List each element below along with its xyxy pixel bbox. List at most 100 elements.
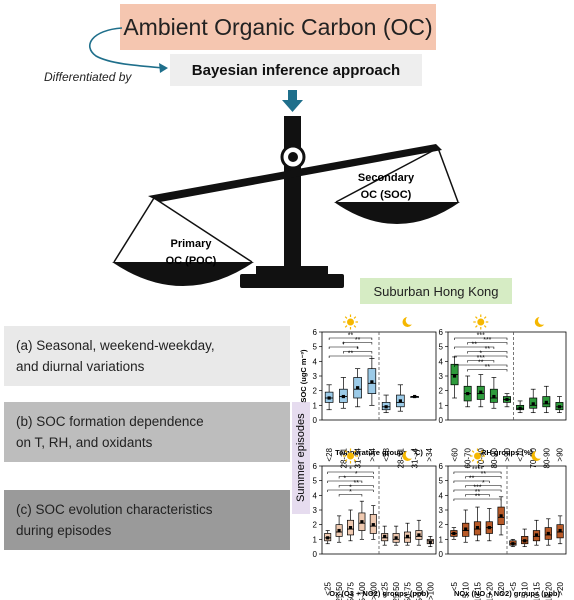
x-tick-label: >20 [556,581,565,595]
x-tick-label: <25 [324,581,333,595]
x-tick-label: <60 [451,447,460,461]
significance-label: * [356,346,359,353]
mean-marker [475,526,480,530]
secondary-oc-line2: OC (SOC) [360,189,412,201]
sun-core [477,318,485,326]
section-b-line2: on T, RH, and oxidants [16,435,153,450]
box-3 [489,377,498,409]
significance-label: * [349,489,352,496]
right-pan-string [437,147,459,203]
significance-bracket [467,351,508,354]
sun-ray [480,459,484,462]
box-7 [404,522,411,546]
x-tick-label: <5 [509,581,518,591]
x-tick-label: 15-20 [544,581,553,600]
right-pan [334,202,460,224]
significance-bracket [327,480,363,483]
scale-base [240,274,344,288]
y-tick-label: 1 [313,535,318,544]
box-8 [544,518,552,546]
significance-bracket [327,471,374,474]
y-tick-label: 1 [439,401,444,410]
significance-label: * [343,476,346,483]
x-tick-label: 75-100 [358,581,367,600]
box-5 [381,525,389,546]
mean-marker [398,399,402,403]
sun-ray [480,450,484,453]
sun-ray [475,325,478,328]
x-tick-label: <28 [382,447,391,461]
moon-cut [534,450,544,459]
y-tick-label: 6 [313,462,318,471]
mean-marker [505,397,509,402]
secondary-oc-label: Secondary OC (SOC) [350,170,422,204]
box-2 [347,509,354,542]
significance-label: ** [471,342,477,349]
box-3 [358,500,366,540]
moon-icon [534,316,547,327]
y-tick-label: 4 [313,357,318,366]
mean-marker [413,394,417,399]
scale-base-top [256,266,328,274]
x-tick-label: 75-100 [415,581,424,600]
sun-core [347,452,354,460]
box-9 [556,515,564,545]
x-tick-label: <70 [516,447,525,461]
sun-ray [353,316,357,319]
box-0 [324,530,332,545]
y-tick-label: 2 [439,521,444,530]
x-axis-title: NOx (NO + NO2) groups (ppb) [454,589,561,598]
section-b-box: (b) SOC formation dependence on T, RH, a… [4,402,290,462]
y-tick-label: 4 [313,491,318,500]
y-tick-label: 6 [439,462,444,471]
section-a-box: (a) Seasonal, weekend-weekday, and diurn… [4,326,290,386]
mean-marker [384,405,388,409]
x-tick-label: >20 [497,581,506,595]
significance-label: ** [355,337,361,344]
y-tick-label: 2 [313,521,318,530]
x-tick-label: 15-20 [485,581,494,600]
x-tick-label: 10-15 [474,581,483,600]
x-tick-label: >90 [555,447,564,461]
x-tick-label: >34 [425,447,434,461]
sun-ray [475,316,478,319]
section-b-line1: (b) SOC formation dependence [16,414,204,429]
significance-label: *** [477,355,485,362]
right-pan-string [335,147,439,203]
x-tick-label: 25-50 [335,581,344,600]
box-3 [367,358,377,406]
moon-icon [402,316,415,327]
box-5 [396,384,405,412]
y-tick-label: 4 [439,357,444,366]
sun-core [347,318,354,326]
primary-oc-label: Primary OC (POC) [160,236,222,270]
box-4 [369,505,377,540]
significance-bracket [467,342,508,345]
y-tick-label: 2 [439,387,444,396]
sun-ray [483,316,487,319]
y-tick-label: 0 [439,550,444,559]
differentiated-by-label: Differentiated by [44,70,132,84]
significance-label: ** [481,471,487,478]
significance-bracket [465,485,502,488]
section-c-line2: during episodes [16,523,112,538]
x-tick-label: 50-75 [347,581,356,600]
diagram-title: Ambient Organic Carbon (OC) [123,13,433,40]
sun-ray [344,459,348,462]
y-tick-label: 0 [313,550,318,559]
box-9 [426,536,434,548]
y-tick-label: 1 [313,401,318,410]
moon-cut [405,450,415,459]
significance-bracket [467,360,495,363]
significance-bracket [465,494,490,497]
x-tick-label: 5-10 [462,581,471,598]
significance-bracket [327,489,374,492]
x-tick-label: 80-90 [542,447,551,468]
significance-bracket [453,471,502,474]
x-tick-label: >34 [368,447,377,461]
box-6 [392,525,400,546]
significance-bracket [454,355,508,358]
box-8 [415,519,423,546]
x-axis-title: Ox (O3 + NO2) groups (ppb) [329,589,429,598]
